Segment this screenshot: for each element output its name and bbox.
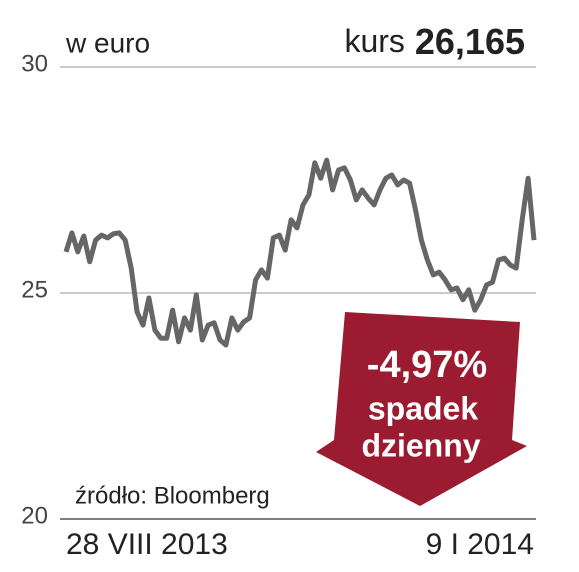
x-tick-label: 9 I 2014	[426, 528, 534, 561]
y-tick-label: 30	[21, 50, 48, 77]
price-line	[63, 157, 537, 348]
unit-label: w euro	[65, 27, 150, 58]
arrow	[316, 312, 527, 506]
price: kurs 26,165	[344, 21, 525, 62]
annotation-line: dzienny	[361, 427, 480, 463]
source: źródło: Bloomberg	[75, 482, 270, 509]
y-tick-label: 25	[21, 276, 48, 303]
change: -4,97%	[367, 344, 487, 386]
x-tick-label: 28 VIII 2013	[66, 528, 228, 561]
y-tick-label: 20	[21, 502, 48, 529]
price-value: 26,165	[415, 21, 525, 62]
price-label: kurs	[344, 23, 404, 59]
annotation-line: spadek	[368, 390, 478, 426]
